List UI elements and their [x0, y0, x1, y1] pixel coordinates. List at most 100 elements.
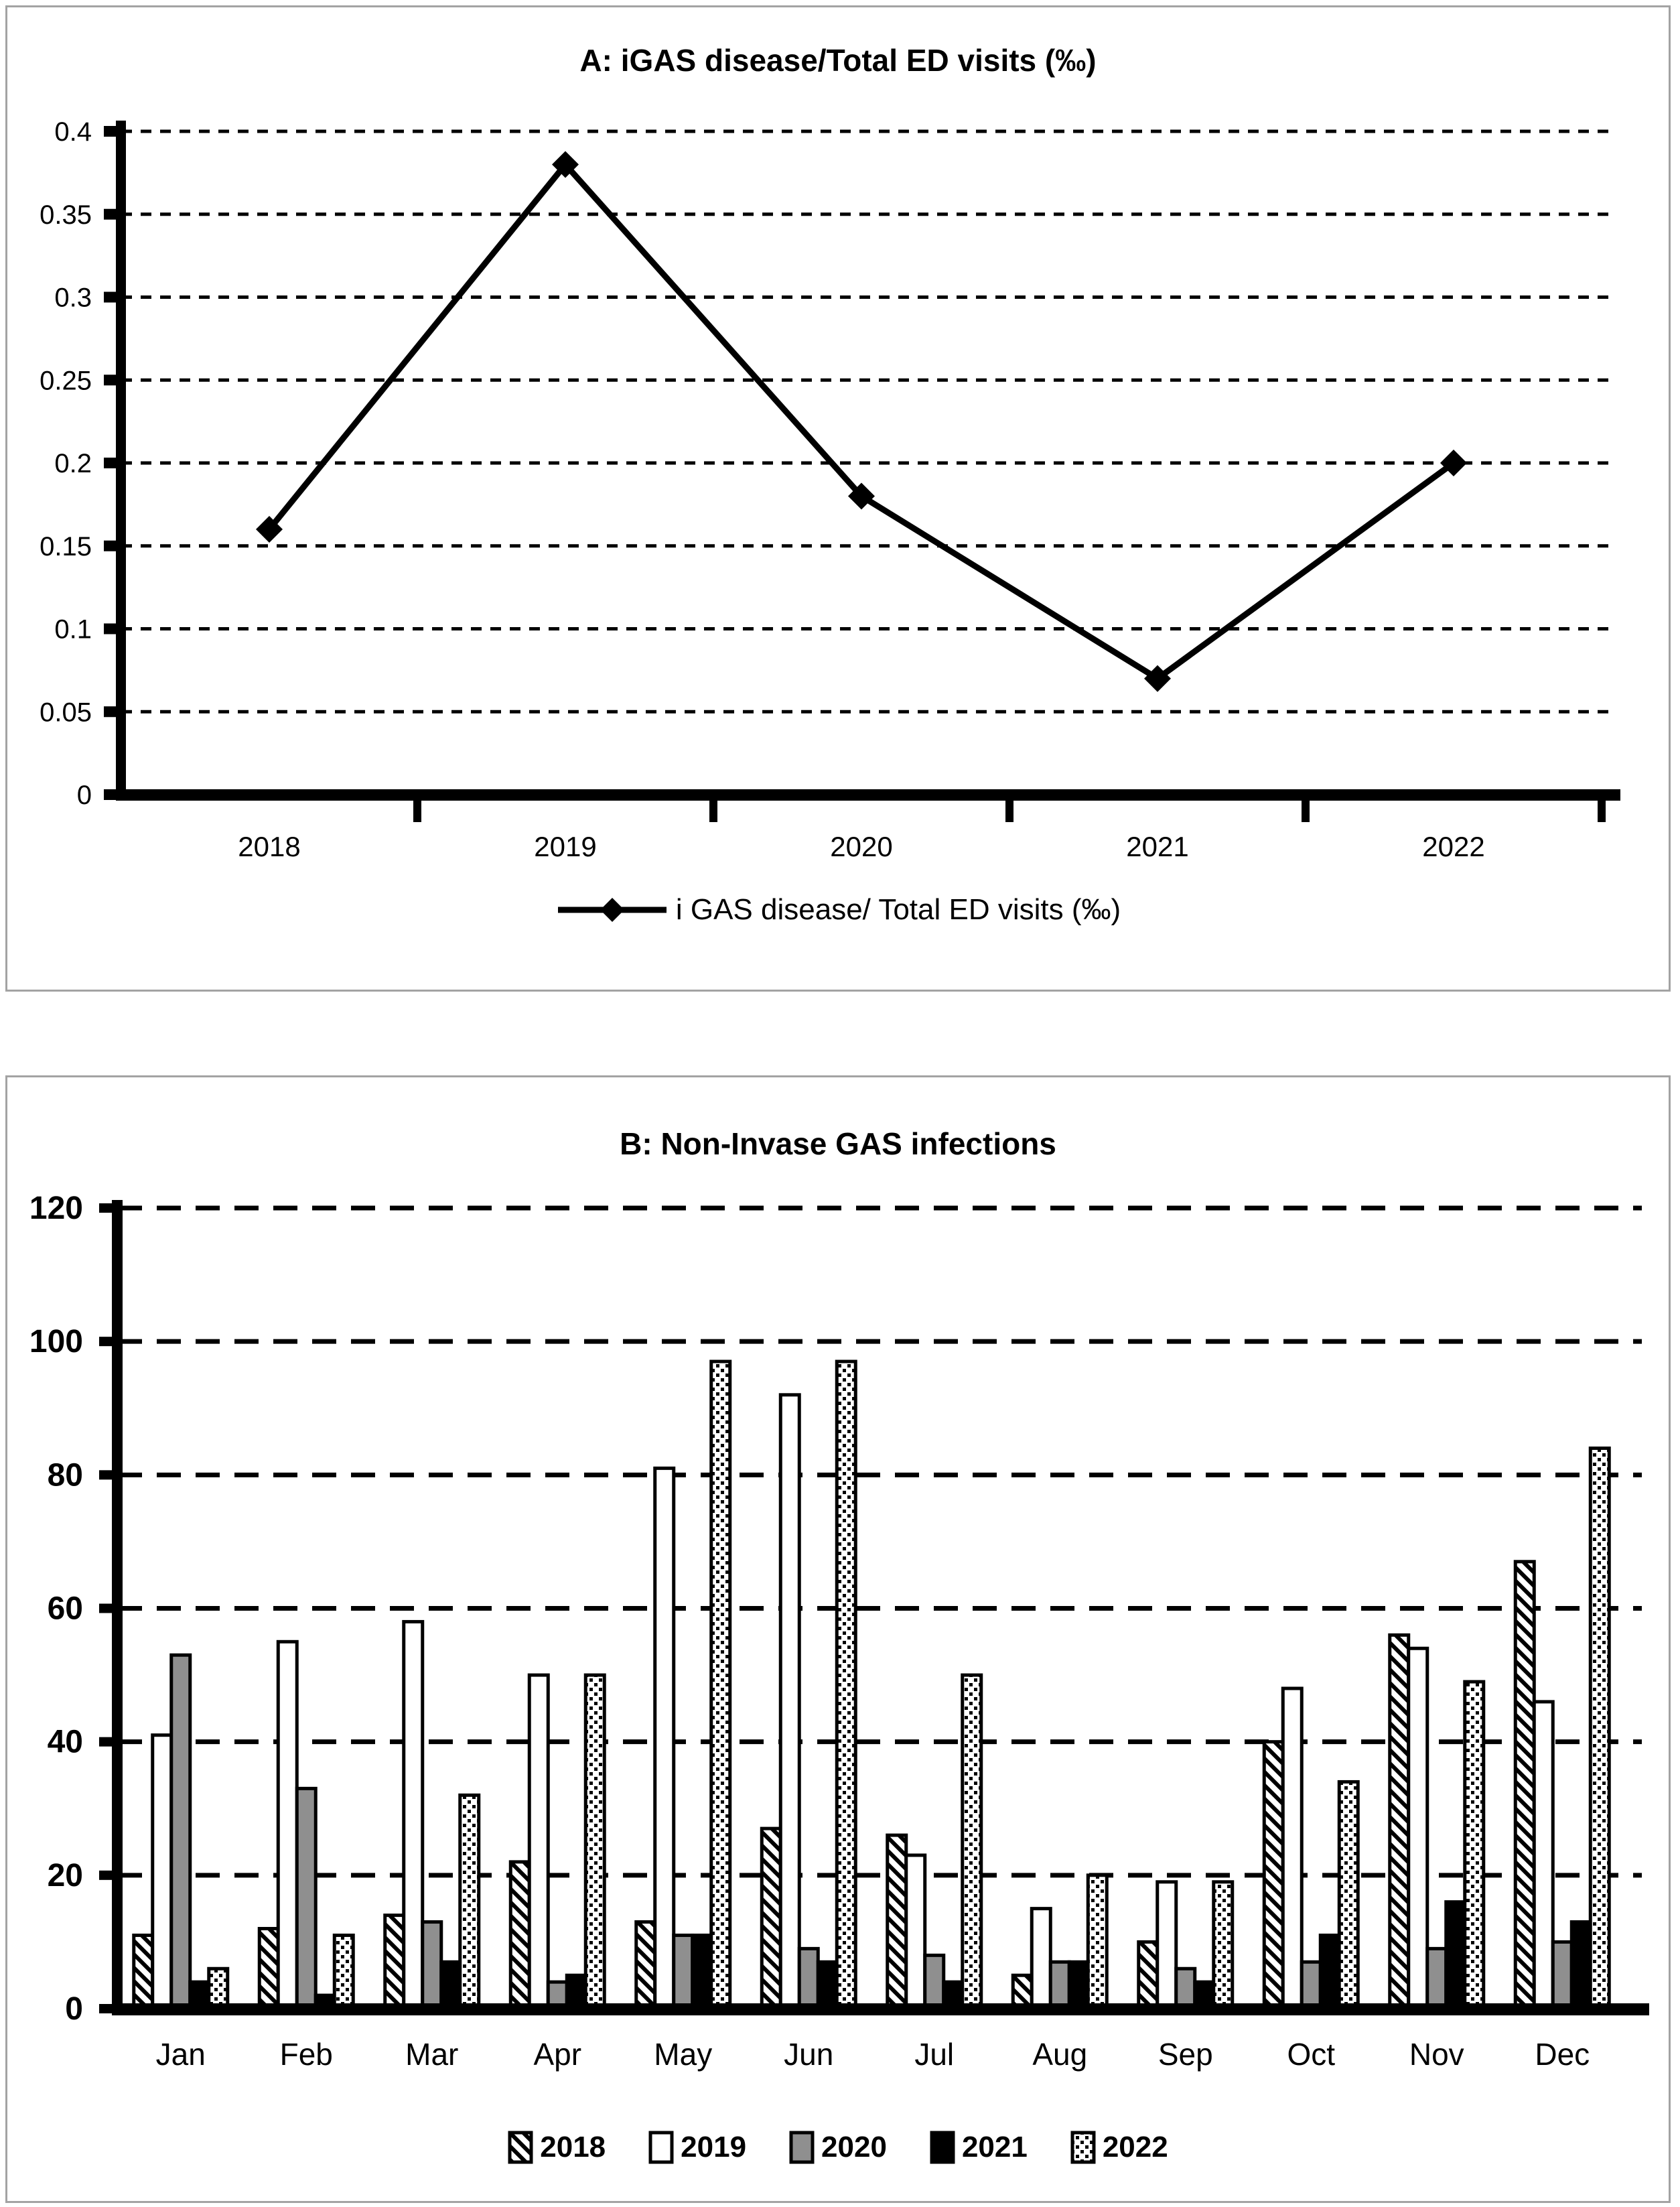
y-tick-label: 0	[65, 1991, 83, 2027]
bar-chart-svg: 0 20 40 60 80 100 120 Jan Feb Mar Apr May Jun Jul Aug S…	[29, 1191, 1649, 2072]
bar-2019	[1532, 1700, 1555, 2011]
bar-2019	[778, 1393, 801, 2011]
x-tick-label: Apr	[533, 2037, 581, 2072]
white-swatch-icon	[648, 2131, 674, 2164]
panel-a-line-chart: A: iGAS disease/Total ED visits (‰) 0 0.0…	[5, 5, 1671, 992]
y-tick-label: 60	[48, 1591, 83, 1627]
bar-2021	[1569, 1920, 1592, 2011]
y-tick-label: 0.1	[54, 615, 92, 645]
legend-label: 2018	[540, 2131, 606, 2163]
y-tick-label: 40	[48, 1725, 83, 1760]
panel-a-legend: i GAS disease/ Total ED visits (‰)	[7, 893, 1669, 927]
bar-2019	[527, 1673, 550, 2011]
y-tick	[104, 126, 121, 137]
legend-item-2020: 2020	[789, 2131, 887, 2164]
x-tick-label: Aug	[1032, 2037, 1087, 2072]
data-point	[552, 151, 579, 178]
bar-2021	[1318, 1933, 1341, 2011]
bar-2022	[961, 1673, 983, 2011]
y-tick-label: 0.4	[54, 117, 92, 147]
x-axis	[112, 2003, 1649, 2015]
bar-2019	[1156, 1880, 1178, 2011]
panel-b-legend: 2018 2019 2020 2021 2022	[7, 2131, 1669, 2164]
dotted-swatch-icon	[1070, 2131, 1096, 2164]
y-tick-label: 0	[77, 781, 92, 810]
bar-2018	[886, 1833, 908, 2011]
bar-2018	[257, 1927, 280, 2011]
bar-2022	[583, 1673, 606, 2011]
x-tick-label: Jan	[156, 2037, 206, 2072]
legend-item-2019: 2019	[648, 2131, 746, 2164]
y-tick	[99, 1470, 118, 1480]
x-tick-label: 2018	[238, 831, 300, 862]
legend-item-2018: 2018	[508, 2131, 606, 2164]
hatch-swatch-icon	[508, 2131, 533, 2164]
y-tick	[99, 1337, 118, 1347]
y-tick-label: 100	[29, 1324, 83, 1359]
bar-2018	[132, 1933, 155, 2011]
bar-2018	[383, 1914, 406, 2011]
y-tick	[104, 623, 121, 634]
y-tick-label: 80	[48, 1457, 83, 1493]
bar-2022	[1337, 1780, 1360, 2011]
bar-2019	[904, 1853, 927, 2011]
bar-2020	[797, 1946, 820, 2011]
data-point	[1440, 450, 1467, 476]
y-tick	[99, 1603, 118, 1613]
bar-2019	[151, 1733, 173, 2011]
x-tick-label: Feb	[280, 2037, 333, 2072]
bar-2019	[653, 1466, 676, 2011]
bar-2019	[1281, 1686, 1304, 2011]
line-marker-icon	[557, 898, 667, 922]
bar-2022	[835, 1359, 857, 2011]
bar-2020	[1174, 1966, 1197, 2011]
x-tick-label: Mar	[405, 2037, 458, 2072]
y-tick-label: 0.05	[40, 697, 92, 727]
legend-label: 2020	[821, 2131, 887, 2163]
x-tick-label: Nov	[1409, 2037, 1464, 2072]
bar-2020	[1425, 1946, 1448, 2011]
bar-2022	[1588, 1447, 1611, 2011]
x-tick-label: Sep	[1158, 2037, 1213, 2072]
y-tick-label: 0.15	[40, 532, 92, 561]
bar-2021	[439, 1960, 462, 2011]
x-tick-label: May	[654, 2037, 712, 2072]
y-tick-label: 0.35	[40, 200, 92, 230]
y-tick	[104, 540, 121, 551]
y-tick	[104, 706, 121, 718]
y-tick-label: 0.3	[54, 283, 92, 313]
y-tick	[104, 291, 121, 303]
bar-2018	[760, 1826, 782, 2011]
bar-2022	[458, 1793, 481, 2011]
bar-2018	[1262, 1740, 1285, 2011]
bar-2021	[816, 1960, 839, 2011]
x-tick-label: Jun	[784, 2037, 833, 2072]
bar-2020	[1048, 1960, 1071, 2011]
bar-2020	[923, 1953, 946, 2011]
x-tick-label: 2020	[830, 831, 892, 862]
y-tick-label: 20	[48, 1858, 83, 1893]
bar-2020	[295, 1786, 318, 2011]
y-tick	[99, 1870, 118, 1880]
x-axis	[116, 789, 1620, 801]
bar-2019	[276, 1640, 299, 2011]
black-swatch-icon	[930, 2131, 955, 2164]
y-tick	[99, 1737, 118, 1747]
y-tick-label: 0.2	[54, 449, 92, 478]
x-tick-label: Jul	[914, 2037, 954, 2072]
x-tick	[413, 801, 421, 822]
y-tick	[99, 1203, 118, 1213]
data-point	[1144, 665, 1171, 692]
bar-2018	[634, 1920, 657, 2011]
bar-2020	[1551, 1940, 1573, 2011]
x-tick-label: 2021	[1126, 831, 1188, 862]
x-tick	[709, 801, 717, 822]
bar-2019	[1030, 1907, 1052, 2011]
bar-2019	[1407, 1646, 1429, 2011]
x-tick-label: 2022	[1422, 831, 1484, 862]
bar-2022	[207, 1966, 230, 2011]
bar-2021	[1444, 1900, 1467, 2011]
bar-2018	[508, 1860, 531, 2011]
bar-2020	[421, 1920, 443, 2011]
